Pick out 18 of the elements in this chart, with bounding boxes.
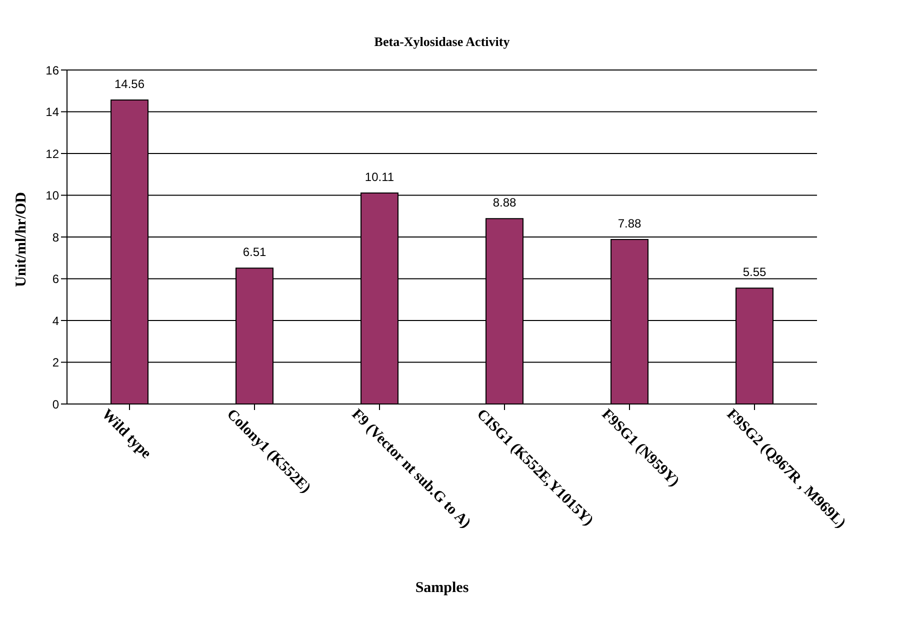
chart-title: Beta-Xylosidase Activity: [373, 34, 511, 50]
y-tick-label: 2: [52, 356, 60, 370]
data-label: 10.11: [364, 170, 394, 184]
data-label: 14.56: [114, 77, 145, 92]
data-label: 6.51: [242, 245, 266, 260]
y-tick-label: 0: [52, 397, 60, 412]
y-tick-label: 10: [46, 188, 60, 203]
y-tick-label: 6: [52, 272, 60, 286]
y-tick-label: 4: [52, 314, 60, 328]
data-label: 7.88: [618, 216, 642, 231]
y-axis-title: Unit/ml/hr/OD: [13, 192, 30, 287]
data-label: 5.55: [742, 265, 766, 280]
y-tick-label: 14: [46, 105, 60, 120]
y-tick-label: 8: [52, 230, 60, 244]
data-label: 8.88: [492, 196, 516, 210]
x-axis-title: Samples: [415, 580, 469, 596]
y-tick-label: 12: [46, 146, 60, 161]
y-tick-label: 16: [46, 63, 60, 78]
